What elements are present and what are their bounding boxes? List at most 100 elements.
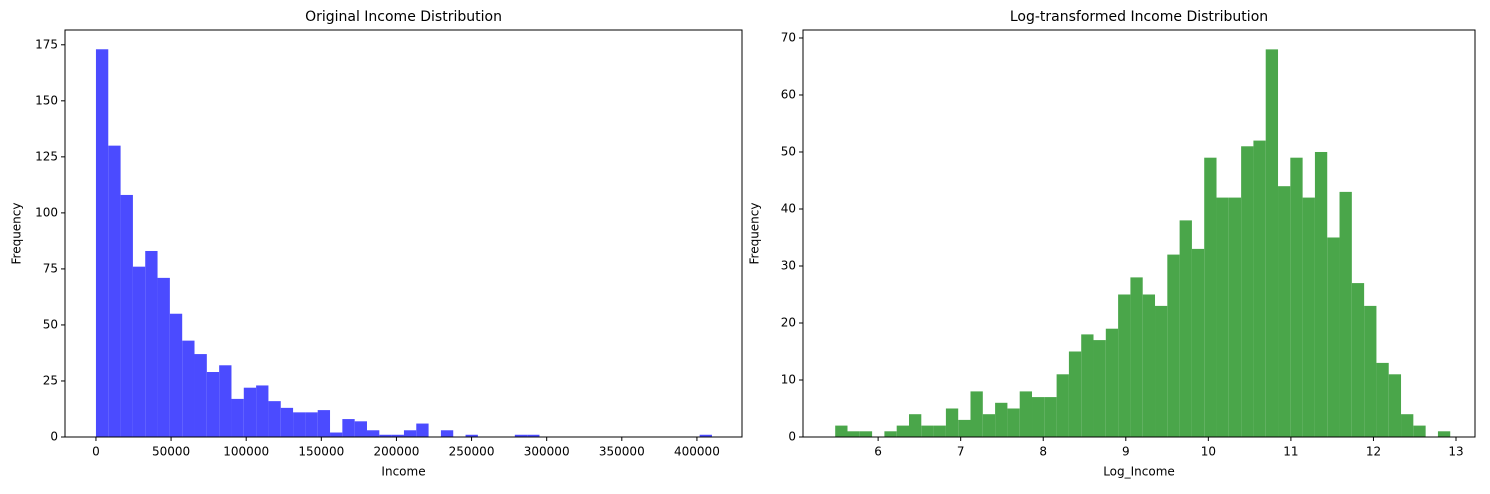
y-tick-label: 50 (43, 317, 58, 331)
bar (1265, 49, 1279, 437)
x-tick-label: 11 (1283, 445, 1298, 459)
bar (1155, 305, 1168, 437)
y-tick-label: 75 (43, 261, 58, 275)
x-tick-label: 400000 (674, 445, 720, 459)
bar (440, 430, 454, 437)
x-tick-label: 12 (1366, 445, 1381, 459)
y-axis-label: Frequency (748, 203, 762, 265)
bar (1253, 140, 1266, 437)
bar (514, 434, 528, 437)
bar (182, 340, 195, 437)
x-tick-label: 0 (92, 445, 100, 459)
bar (896, 425, 910, 437)
bar (157, 277, 170, 437)
bar (268, 401, 281, 437)
bar (231, 398, 244, 437)
bar (194, 354, 207, 437)
x-axis-label: Log_Income (1103, 465, 1175, 479)
bar (1278, 186, 1291, 437)
bar (108, 145, 121, 437)
bar (1351, 283, 1365, 437)
bar (1314, 151, 1328, 437)
bar (317, 410, 331, 437)
bar (403, 430, 417, 437)
x-tick-label: 7 (957, 445, 965, 459)
bar (1241, 146, 1254, 438)
bar (1179, 220, 1192, 437)
bar (280, 407, 294, 437)
x-tick-label: 9 (1122, 445, 1130, 459)
bar (1167, 254, 1180, 437)
y-tick-label: 60 (781, 87, 796, 101)
bar (1413, 425, 1426, 437)
bar (884, 431, 897, 437)
bar (847, 431, 860, 437)
bar (391, 434, 404, 437)
bar (293, 412, 306, 437)
bar (859, 431, 873, 437)
bar (1093, 340, 1106, 437)
x-tick-label: 10 (1201, 445, 1216, 459)
y-tick-label: 100 (35, 205, 58, 219)
bar (1068, 351, 1082, 437)
y-tick-label: 0 (50, 430, 58, 444)
bar (1118, 294, 1131, 437)
bar (958, 419, 971, 437)
x-tick-label: 250000 (449, 445, 495, 459)
bar (1019, 391, 1033, 437)
bar (835, 425, 848, 437)
y-tick-label: 150 (35, 93, 58, 107)
x-tick-label: 150000 (298, 445, 344, 459)
bar (169, 313, 183, 437)
bar (342, 419, 355, 437)
bar (1401, 414, 1414, 437)
bar (1007, 408, 1020, 437)
bar (982, 414, 996, 437)
bar (1376, 362, 1389, 437)
bar (970, 391, 983, 437)
y-tick-label: 50 (781, 144, 796, 158)
x-tick-label: 200000 (374, 445, 420, 459)
y-tick-label: 10 (781, 372, 796, 386)
bar (909, 414, 922, 437)
bar (933, 425, 946, 437)
y-axis-label: Frequency (10, 203, 24, 265)
bar (1081, 334, 1094, 437)
bar (1302, 197, 1315, 437)
y-tick-label: 20 (781, 315, 796, 329)
y-tick-label: 40 (781, 201, 796, 215)
y-tick-label: 25 (43, 373, 58, 387)
bar (527, 434, 540, 437)
bar (366, 430, 380, 437)
bar (1056, 374, 1069, 437)
y-tick-label: 0 (788, 430, 796, 444)
bar (465, 434, 478, 437)
bar (145, 250, 158, 437)
bar (243, 387, 257, 437)
y-tick-label: 30 (781, 258, 796, 272)
bar (921, 425, 934, 437)
bar (1191, 248, 1205, 437)
x-tick-label: 8 (1039, 445, 1047, 459)
bar (1204, 157, 1217, 437)
bar (1142, 294, 1156, 437)
bar (945, 408, 959, 437)
bar (1290, 157, 1303, 437)
bar (120, 194, 133, 437)
x-tick-label: 300000 (524, 445, 570, 459)
bar (1339, 191, 1352, 437)
x-tick-label: 50000 (152, 445, 190, 459)
bar (1105, 328, 1119, 437)
bar (206, 372, 220, 437)
bar (132, 266, 146, 437)
x-axis-label: Income (381, 465, 425, 479)
bar (1388, 374, 1402, 437)
x-tick-label: 100000 (223, 445, 269, 459)
bar (354, 421, 367, 437)
bar (416, 423, 429, 437)
y-tick-label: 70 (781, 30, 796, 44)
bar (1130, 277, 1143, 437)
y-tick-label: 125 (35, 149, 58, 163)
bar (1437, 431, 1451, 437)
